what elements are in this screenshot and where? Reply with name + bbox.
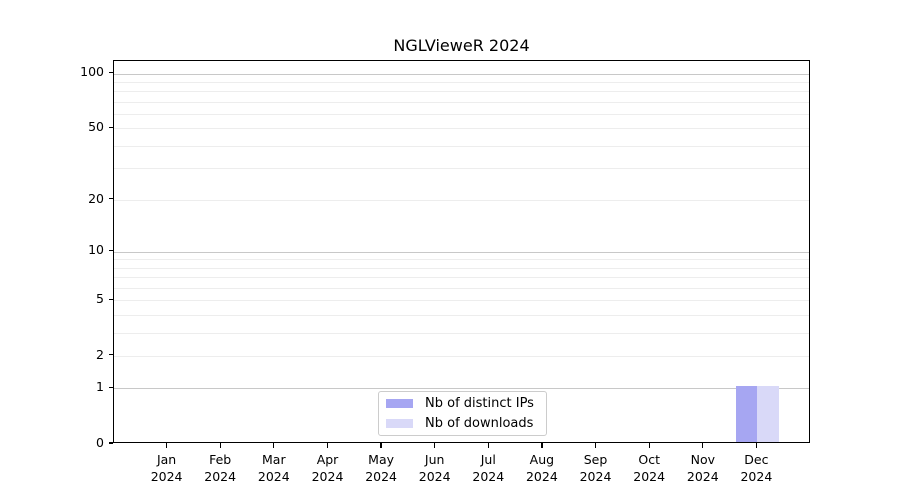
x-axis-tick-mark	[755, 443, 758, 448]
x-axis-tick-mark	[326, 443, 329, 448]
x-axis-tick-label: May 2024	[349, 451, 413, 485]
legend-label: Nb of distinct IPs	[425, 396, 534, 411]
legend-swatch-nb-of-downloads	[386, 419, 413, 428]
y-axis-tick-label: 2	[96, 346, 104, 362]
x-tick-year: 2024	[257, 469, 290, 484]
bar-nb-of-distinct-ips	[735, 386, 758, 442]
x-axis-tick-label: Jul 2024	[456, 451, 520, 485]
x-tick-month: Jul	[480, 452, 496, 467]
y-axis-tick-label: 50	[88, 119, 104, 135]
chart-title: NGLVieweR 2024	[393, 36, 530, 55]
y-axis-tick-label: 10	[88, 242, 104, 258]
y-axis-tick-label: 5	[96, 291, 104, 307]
plot-area	[113, 60, 810, 443]
x-tick-month: Jan	[156, 452, 177, 467]
x-tick-year: 2024	[472, 469, 505, 484]
gridline-major	[114, 388, 809, 390]
y-axis-tick-label: 20	[88, 190, 104, 206]
y-axis-tick-mark	[108, 298, 113, 300]
x-axis-tick-label: Jan 2024	[135, 451, 199, 485]
x-axis-tick-mark	[273, 443, 275, 448]
y-axis-tick-mark	[108, 386, 113, 389]
y-axis-tick-mark	[108, 442, 113, 444]
legend-label: Nb of downloads	[425, 416, 534, 431]
x-tick-month: May	[368, 452, 395, 467]
x-axis-tick-mark	[702, 443, 704, 448]
gridline-minor	[114, 168, 809, 170]
y-axis-tick-label: 0	[96, 435, 104, 450]
x-tick-year: 2024	[633, 469, 666, 484]
x-tick-month: Nov	[690, 452, 715, 467]
x-tick-month: Mar	[262, 452, 286, 467]
legend-item: Nb of downloads	[386, 415, 546, 432]
gridline-minor	[114, 300, 809, 302]
y-axis-tick-label: 1	[96, 379, 104, 395]
gridline-minor	[114, 355, 809, 357]
gridline-major	[114, 73, 809, 75]
gridline-minor	[114, 332, 809, 334]
x-axis-tick-label: Feb 2024	[188, 451, 252, 485]
x-axis-tick-label: Nov 2024	[671, 451, 735, 485]
x-tick-month: Sep	[583, 452, 608, 467]
x-tick-month: Jun	[424, 452, 445, 467]
y-axis-tick-mark	[108, 126, 113, 128]
gridline-major	[114, 251, 809, 253]
gridline-minor	[114, 199, 809, 201]
gridline-minor	[114, 81, 809, 83]
gridline-minor	[114, 114, 809, 115]
x-tick-year: 2024	[418, 469, 451, 484]
x-tick-month: Feb	[209, 452, 232, 467]
x-tick-year: 2024	[311, 469, 344, 484]
plot-canvas	[114, 61, 809, 442]
x-tick-year: 2024	[204, 469, 237, 484]
y-axis-tick-mark	[108, 354, 113, 356]
x-tick-month: Aug	[529, 452, 555, 467]
x-axis-tick-label: Mar 2024	[242, 451, 306, 485]
legend-item: Nb of distinct IPs	[386, 395, 546, 412]
x-tick-year: 2024	[150, 469, 183, 484]
gridline-minor	[114, 145, 809, 147]
gridline-minor	[114, 259, 809, 261]
y-axis-tick-mark	[108, 71, 113, 74]
x-tick-year: 2024	[686, 469, 719, 484]
x-tick-year: 2024	[579, 469, 612, 484]
x-axis-tick-mark	[380, 443, 382, 448]
x-axis-tick-label: Apr 2024	[296, 451, 360, 485]
legend: Nb of distinct IPs Nb of downloads	[378, 391, 547, 436]
y-axis-tick-label: 100	[80, 64, 104, 80]
x-tick-year: 2024	[740, 469, 773, 484]
x-tick-month: Dec	[744, 452, 769, 467]
bar-nb-of-downloads	[757, 386, 779, 442]
x-tick-year: 2024	[525, 469, 558, 484]
x-tick-month: Oct	[638, 452, 660, 467]
gridline-minor	[114, 91, 809, 93]
gridline-minor	[114, 314, 809, 316]
gridline-minor	[114, 101, 809, 103]
x-axis-tick-mark	[648, 443, 650, 448]
x-axis-tick-label: Aug 2024	[510, 451, 574, 485]
gridline-minor	[114, 128, 809, 130]
legend-swatch-nb-of-distinct-ips	[386, 399, 413, 408]
x-axis-tick-mark	[541, 443, 543, 448]
x-axis-tick-mark	[219, 443, 221, 448]
x-axis-tick-label: Jun 2024	[403, 451, 467, 485]
gridline-minor	[114, 267, 809, 269]
gridline-minor	[114, 277, 809, 279]
x-axis-tick-label: Oct 2024	[617, 451, 681, 485]
x-tick-month: Apr	[316, 452, 339, 467]
x-axis-tick-mark	[594, 443, 597, 448]
y-axis-tick-mark	[108, 249, 113, 252]
x-tick-year: 2024	[365, 469, 397, 484]
y-axis-tick-mark	[108, 197, 113, 200]
x-axis-tick-label: Dec 2024	[724, 451, 788, 485]
x-axis-tick-label: Sep 2024	[564, 451, 628, 485]
x-axis-tick-mark	[434, 443, 436, 448]
gridline-minor	[114, 287, 809, 289]
x-axis-tick-mark	[487, 443, 489, 448]
x-axis-tick-mark	[165, 443, 168, 448]
